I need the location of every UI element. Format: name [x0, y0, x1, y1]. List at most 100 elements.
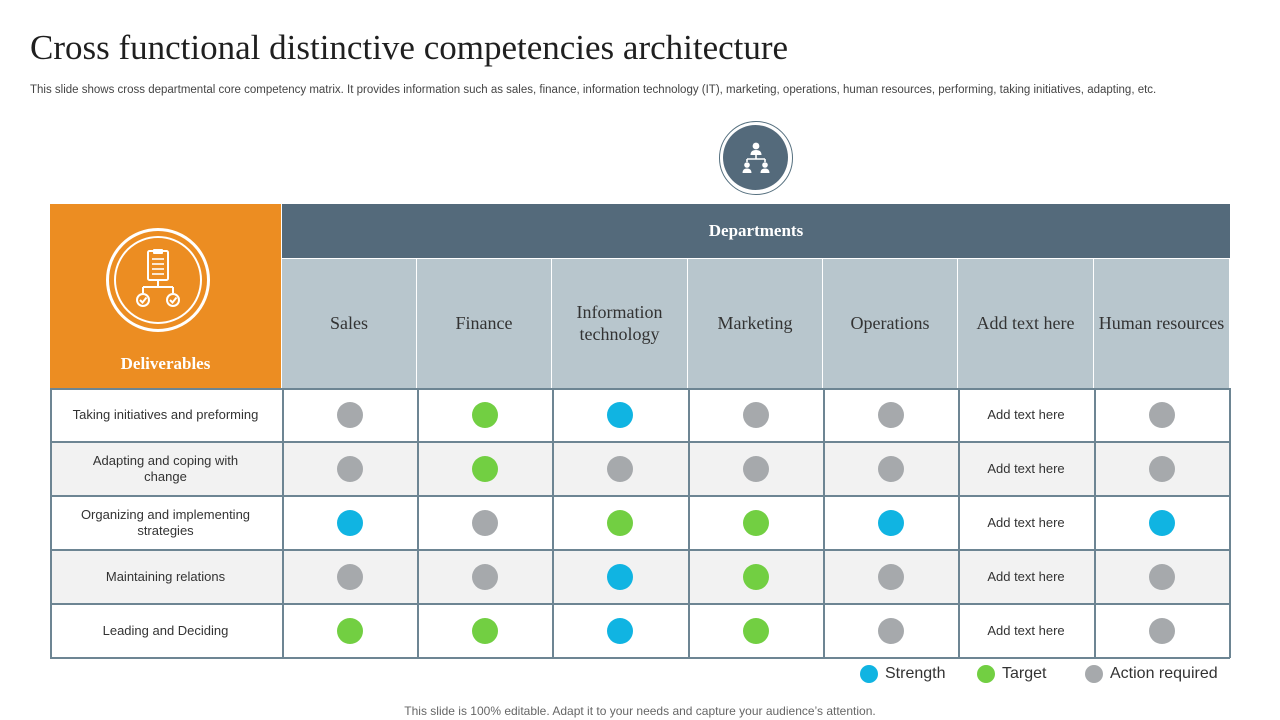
- table-cell: [823, 388, 958, 442]
- table-cell: [1094, 496, 1230, 550]
- table-cell: [823, 442, 958, 496]
- legend-item-target: Target: [977, 665, 1046, 683]
- table-cell: [552, 388, 688, 442]
- action-required-dot: [1149, 402, 1175, 428]
- table-cell: [417, 604, 552, 658]
- table-row: Adapting and coping with change Add text …: [50, 442, 1230, 496]
- table-cell: [552, 550, 688, 604]
- table-gridline: [958, 388, 960, 658]
- table-cell: Add text here: [987, 514, 1065, 530]
- table-cell: [1094, 388, 1230, 442]
- legend-label: Strength: [885, 665, 946, 682]
- table-cell: [1094, 604, 1230, 658]
- legend-label: Target: [1002, 665, 1047, 682]
- legend-item-action-required: Action required: [1085, 665, 1218, 683]
- deliverables-label: Deliverables: [120, 354, 211, 373]
- table-row: Leading and Deciding Add text here: [50, 604, 1230, 658]
- target-dot: [336, 618, 363, 644]
- row-label: Taking initiatives and preforming: [72, 406, 259, 422]
- header-icon-badge: [719, 121, 793, 195]
- action-required-dot: [607, 456, 633, 482]
- table-row: Taking initiatives and preforming Add tex…: [50, 388, 1230, 442]
- action-required-dot: [877, 402, 904, 428]
- table-cell: [552, 442, 688, 496]
- table-cell: [417, 388, 552, 442]
- action-required-dot: [336, 456, 363, 482]
- table-cell: [417, 496, 552, 550]
- table-row: Maintaining relations Add text here: [50, 550, 1230, 604]
- strength-dot: [607, 618, 633, 644]
- table-cell: [552, 604, 688, 658]
- strength-dot: [607, 564, 633, 590]
- row-label: Maintaining relations: [105, 568, 226, 584]
- table-gridline: [688, 388, 690, 658]
- target-dot: [742, 564, 769, 590]
- target-dot: [607, 510, 633, 536]
- strength-dot: [877, 510, 904, 536]
- table-cell: Add text here: [987, 406, 1065, 422]
- target-dot: [742, 510, 769, 536]
- legend-item-strength: Strength: [860, 665, 945, 683]
- table-gridline: [50, 388, 52, 658]
- footer-note: This slide is 100% editable. Adapt it to…: [404, 704, 876, 718]
- target-dot: [742, 618, 769, 644]
- table-gridline: [552, 388, 554, 658]
- action-required-dot: [742, 402, 769, 428]
- table-cell: [282, 442, 417, 496]
- target-dot: [471, 456, 498, 482]
- target-dot: [471, 402, 498, 428]
- column-header: Human resources: [1094, 259, 1229, 388]
- table-cell: [282, 496, 417, 550]
- table-gridline: [50, 549, 1230, 551]
- action-required-dot: [471, 510, 498, 536]
- table-cell: Add text here: [987, 568, 1065, 584]
- target-dot: [471, 618, 498, 644]
- table-cell: [688, 604, 823, 658]
- table-cell: [688, 550, 823, 604]
- action-required-dot: [1149, 456, 1175, 482]
- table-gridline: [50, 441, 1230, 443]
- strength-legend-dot: [860, 665, 878, 683]
- table-cell: [823, 496, 958, 550]
- action-required-legend-dot: [1085, 665, 1103, 683]
- table-gridline: [1229, 388, 1231, 658]
- strength-dot: [1149, 510, 1175, 536]
- table-cell: [417, 442, 552, 496]
- action-required-dot: [1149, 564, 1175, 590]
- table-cell: Add text here: [987, 622, 1065, 638]
- row-label: Leading and Deciding: [102, 622, 229, 638]
- clipboard-checklist-icon: [136, 249, 180, 307]
- row-label: Organizing and implementing strategies: [80, 506, 251, 538]
- column-header: Operations: [823, 259, 957, 388]
- table-gridline: [50, 657, 1230, 659]
- table-gridline: [823, 388, 825, 658]
- table-cell: [688, 388, 823, 442]
- action-required-dot: [877, 456, 904, 482]
- column-header: Marketing: [688, 259, 822, 388]
- table-row: Organizing and implementing strategies Ad…: [50, 496, 1230, 550]
- action-required-dot: [336, 564, 363, 590]
- legend-label: Action required: [1110, 665, 1218, 682]
- table-gridline: [50, 603, 1230, 605]
- table-cell: [552, 496, 688, 550]
- page-subtitle: This slide shows cross departmental core…: [30, 84, 1157, 96]
- table-cell: [688, 442, 823, 496]
- table-cell: [417, 550, 552, 604]
- table-cell: [282, 604, 417, 658]
- action-required-dot: [336, 402, 363, 428]
- deliverables-icon-badge: [106, 228, 210, 332]
- action-required-dot: [1149, 618, 1175, 644]
- column-header: Sales: [282, 259, 416, 388]
- column-header: Information technology: [552, 259, 687, 388]
- table-cell: [823, 550, 958, 604]
- strength-dot: [607, 402, 633, 428]
- table-cell: Add text here: [987, 460, 1065, 476]
- table-cell: [282, 388, 417, 442]
- table-cell: [1094, 442, 1230, 496]
- table-cell: [1094, 550, 1230, 604]
- column-header: Finance: [417, 259, 551, 388]
- action-required-dot: [471, 564, 498, 590]
- table-gridline: [282, 388, 284, 658]
- action-required-dot: [877, 564, 904, 590]
- page-title: Cross functional distinctive competencie…: [30, 28, 789, 67]
